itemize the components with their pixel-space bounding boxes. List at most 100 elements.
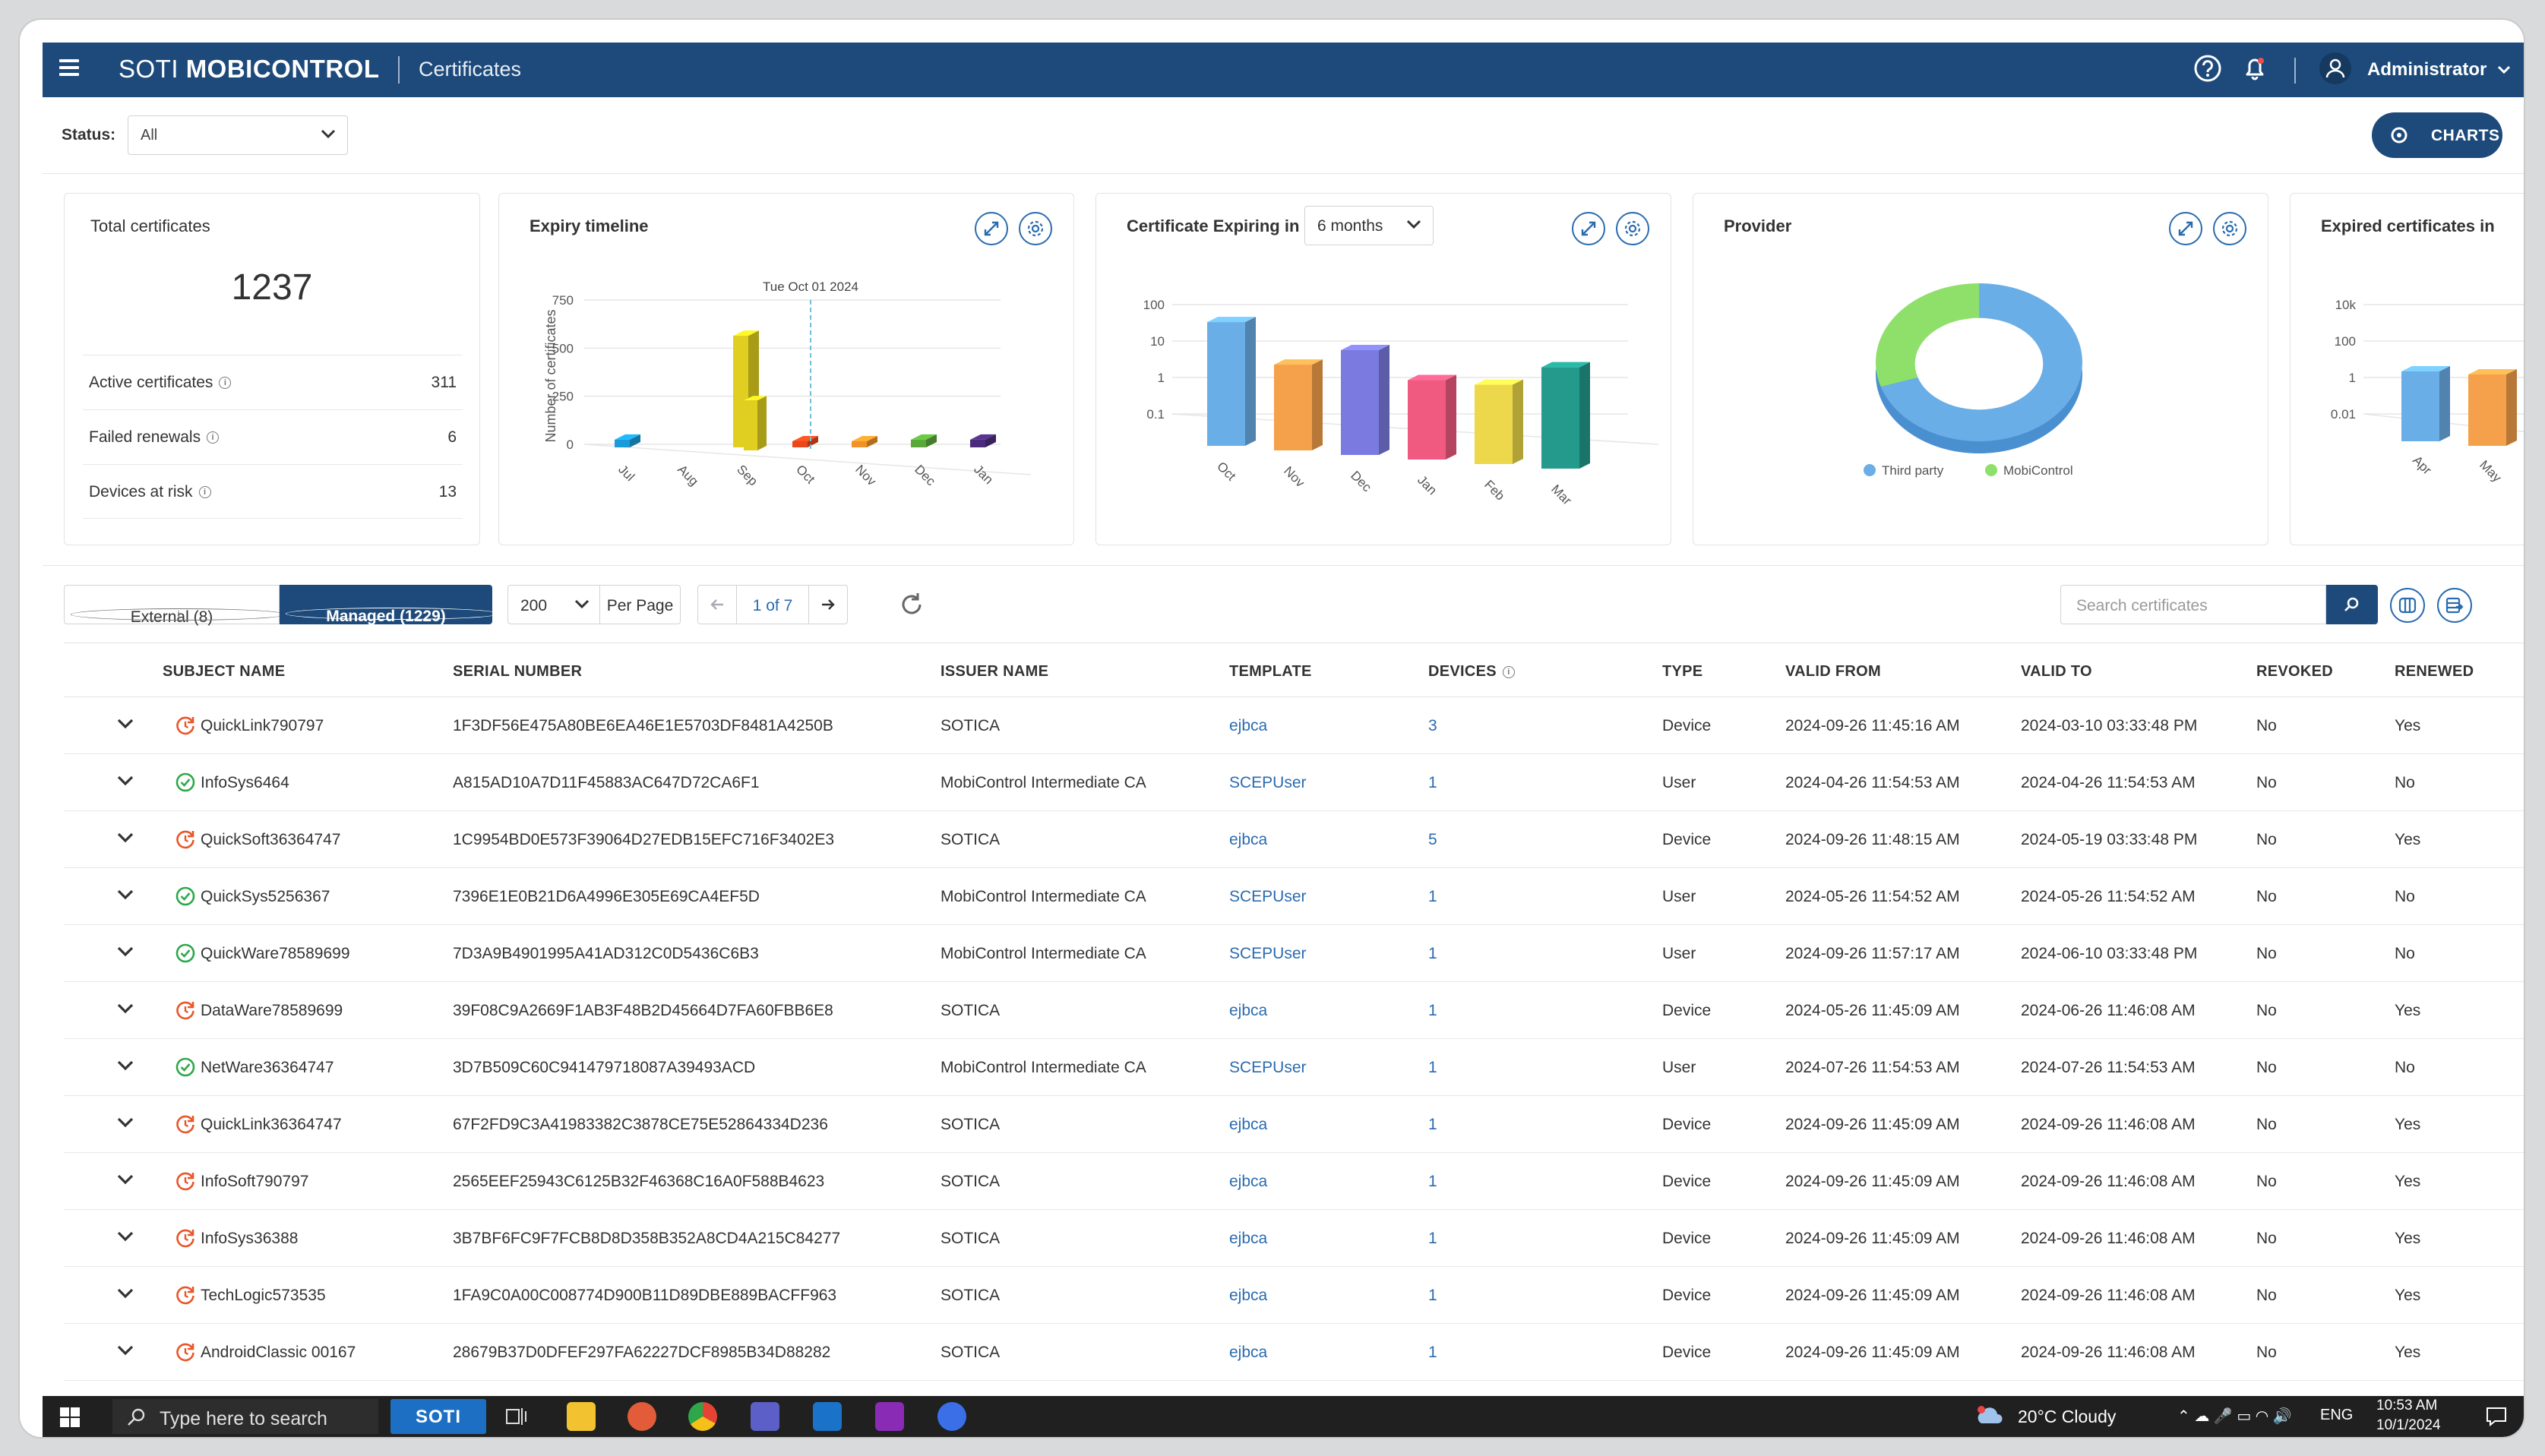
- expand-button[interactable]: [975, 212, 1008, 245]
- stat-active[interactable]: Active certificates i 311: [83, 355, 463, 409]
- task-view-icon[interactable]: [504, 1405, 529, 1428]
- table-row[interactable]: NetWare36364747 3D7B509C60C941479718087A3…: [64, 1038, 2524, 1096]
- stat-devices-at-risk[interactable]: Devices at risk i 13: [83, 464, 463, 519]
- weather-text[interactable]: 20°C Cloudy: [2018, 1407, 2117, 1426]
- chevron-down-icon[interactable]: [115, 1172, 135, 1187]
- devices-link[interactable]: 3: [1428, 717, 1437, 734]
- chevron-down-icon[interactable]: [115, 944, 135, 959]
- info-icon[interactable]: i: [71, 608, 286, 621]
- chevron-down-icon[interactable]: [115, 1115, 135, 1130]
- next-page-button[interactable]: [808, 586, 847, 624]
- columns-button[interactable]: [2390, 588, 2425, 623]
- expand-button[interactable]: [1572, 212, 1605, 245]
- notification-center-icon[interactable]: [2486, 1407, 2507, 1426]
- col-valid-to[interactable]: VALID TO: [2021, 663, 2092, 680]
- chevron-down-icon[interactable]: [115, 1001, 135, 1016]
- chrome-icon[interactable]: [688, 1402, 717, 1431]
- template-link[interactable]: ejbca: [1229, 1116, 1268, 1133]
- info-icon[interactable]: i: [207, 431, 220, 444]
- menu-icon[interactable]: [59, 59, 79, 79]
- chevron-down-icon[interactable]: [115, 1058, 135, 1073]
- col-template[interactable]: TEMPLATE: [1229, 663, 1312, 680]
- file-explorer-icon[interactable]: [567, 1402, 596, 1431]
- language-indicator[interactable]: ENG: [2320, 1407, 2354, 1423]
- table-row[interactable]: DataWare78589699 39F08C9A2669F1AB3F48B2D4…: [64, 981, 2524, 1039]
- clock-date[interactable]: 10/1/2024: [2376, 1417, 2441, 1433]
- search-button[interactable]: [2326, 585, 2378, 624]
- col-serial-number[interactable]: SERIAL NUMBER: [453, 663, 583, 680]
- avatar[interactable]: [2319, 52, 2352, 85]
- notification-bell-icon[interactable]: [2240, 53, 2270, 84]
- template-link[interactable]: SCEPUser: [1229, 1059, 1307, 1076]
- settings-button[interactable]: [1019, 212, 1052, 245]
- onenote-icon[interactable]: [875, 1402, 904, 1431]
- table-row[interactable]: InfoSys6464 A815AD10A7D11F45883AC647D72CA…: [64, 753, 2524, 811]
- info-icon[interactable]: i: [198, 486, 211, 499]
- tab-managed[interactable]: Managed (1229) i: [280, 585, 500, 625]
- user-menu[interactable]: Administrator: [2367, 59, 2512, 81]
- per-page-dropdown[interactable]: 200: [507, 585, 600, 624]
- chevron-down-icon[interactable]: [115, 830, 135, 845]
- info-icon[interactable]: i: [219, 377, 232, 390]
- devices-link[interactable]: 1: [1428, 1344, 1437, 1361]
- search-input[interactable]: Search certificates: [2060, 585, 2326, 624]
- devices-link[interactable]: 1: [1428, 1230, 1437, 1247]
- taskbar-search[interactable]: Type here to search: [112, 1399, 378, 1434]
- col-valid-from[interactable]: VALID FROM: [1785, 663, 1881, 680]
- table-row[interactable]: InfoSoft790797 2565EEF25943C6125B32F46368…: [64, 1152, 2524, 1210]
- devices-link[interactable]: 1: [1428, 1059, 1437, 1076]
- info-icon[interactable]: i: [286, 608, 500, 620]
- col-type[interactable]: TYPE: [1662, 663, 1703, 680]
- chevron-down-icon[interactable]: [115, 1229, 135, 1244]
- table-row[interactable]: QuickSys5256367 7396E1E0B21D6A4996E305E69…: [64, 867, 2524, 925]
- prev-page-button[interactable]: [698, 586, 737, 624]
- template-link[interactable]: ejbca: [1229, 1230, 1268, 1247]
- taskbar-soti[interactable]: SOTI: [390, 1399, 486, 1434]
- template-link[interactable]: SCEPUser: [1229, 945, 1307, 962]
- clock-time[interactable]: 10:53 AM: [2376, 1398, 2438, 1413]
- info-icon[interactable]: i: [1502, 665, 1515, 678]
- expiry-period-dropdown[interactable]: 6 months: [1304, 206, 1434, 245]
- settings-button[interactable]: [2213, 212, 2246, 245]
- template-link[interactable]: ejbca: [1229, 1344, 1268, 1361]
- template-link[interactable]: ejbca: [1229, 717, 1268, 734]
- chevron-down-icon[interactable]: [115, 1286, 135, 1301]
- col-subject-name[interactable]: SUBJECT NAME: [163, 663, 286, 680]
- system-tray-icons[interactable]: ⌃ ☁ 🎤 ▭ ◠ 🔊: [2177, 1408, 2292, 1425]
- template-link[interactable]: SCEPUser: [1229, 888, 1307, 905]
- devices-link[interactable]: 1: [1428, 774, 1437, 791]
- devices-link[interactable]: 1: [1428, 1287, 1437, 1304]
- devices-link[interactable]: 5: [1428, 831, 1437, 848]
- col-revoked[interactable]: REVOKED: [2256, 663, 2334, 680]
- table-row[interactable]: QuickLink36364747 67F2FD9C3A41983382C3878…: [64, 1095, 2524, 1153]
- table-row[interactable]: QuickSoft36364747 1C9954BD0E573F39064D27E…: [64, 810, 2524, 868]
- outlook-icon[interactable]: [813, 1402, 842, 1431]
- charts-button[interactable]: CHARTS: [2372, 112, 2502, 158]
- template-link[interactable]: ejbca: [1229, 1287, 1268, 1304]
- export-button[interactable]: [2437, 588, 2472, 623]
- table-row[interactable]: QuickLink790797 1F3DF56E475A80BE6EA46E1E5…: [64, 696, 2524, 754]
- refresh-icon[interactable]: [898, 591, 925, 618]
- windows-start-icon[interactable]: [59, 1407, 81, 1428]
- chevron-down-icon[interactable]: [115, 1343, 135, 1358]
- tab-external[interactable]: External (8) i: [64, 585, 286, 626]
- teams-icon[interactable]: [751, 1402, 779, 1431]
- devices-link[interactable]: 1: [1428, 1173, 1437, 1190]
- template-link[interactable]: ejbca: [1229, 1002, 1268, 1019]
- table-row[interactable]: InfoSys36388 3B7BF6FC9F7FCB8D8D358B352A8C…: [64, 1209, 2524, 1267]
- chevron-down-icon[interactable]: [115, 716, 135, 731]
- chevron-down-icon[interactable]: [115, 773, 135, 788]
- table-row[interactable]: TechLogic573535 1FA9C0A00C008774D900B11D8…: [64, 1266, 2524, 1324]
- status-dropdown[interactable]: All: [128, 115, 348, 155]
- devices-link[interactable]: 1: [1428, 888, 1437, 905]
- devices-link[interactable]: 1: [1428, 1116, 1437, 1133]
- stat-failed-renewals[interactable]: Failed renewals i 6: [83, 409, 463, 463]
- devices-link[interactable]: 1: [1428, 1002, 1437, 1019]
- template-link[interactable]: SCEPUser: [1229, 774, 1307, 791]
- template-link[interactable]: ejbca: [1229, 1173, 1268, 1190]
- settings-button[interactable]: [1616, 212, 1649, 245]
- table-row[interactable]: QuickWare78589699 7D3A9B4901995A41AD312C0…: [64, 924, 2524, 982]
- help-icon[interactable]: [2192, 53, 2223, 84]
- expand-button[interactable]: [2169, 212, 2202, 245]
- table-row[interactable]: AndroidClassic 00167 28679B37D0DFEF297FA6…: [64, 1323, 2524, 1381]
